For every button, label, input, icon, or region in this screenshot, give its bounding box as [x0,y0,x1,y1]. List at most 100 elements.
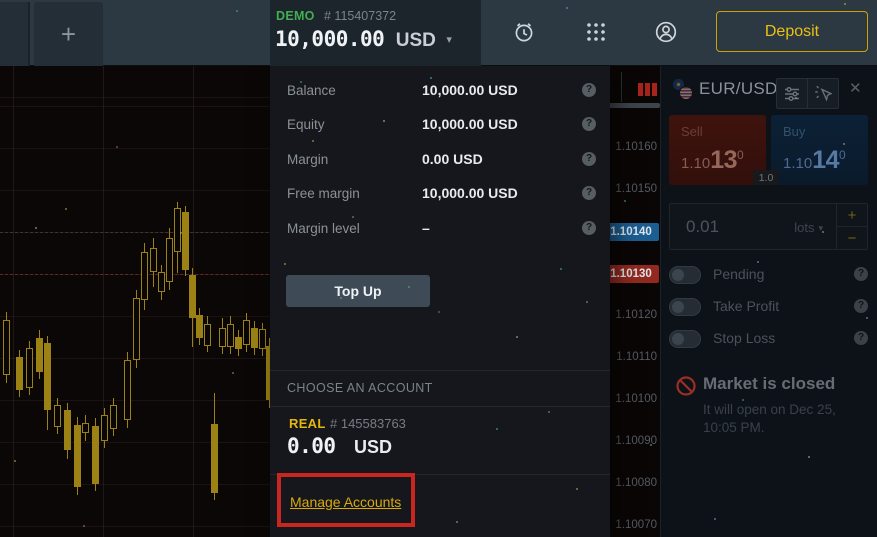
spread-badge: 1.0 [753,170,779,185]
margin-level-label: Margin level [287,221,360,236]
take-profit-row: Take Profit ? [661,297,877,317]
take-profit-toggle[interactable] [669,298,701,316]
balance-row: Balance 10,000.00 USD ? [270,82,610,100]
one-click-cursor-icon [815,85,832,102]
help-icon[interactable]: ? [582,186,596,200]
real-account-type: REAL [289,416,326,431]
pending-toggle[interactable] [669,266,701,284]
chevron-down-icon: ▾ [818,223,823,233]
real-account-number: # 145583763 [330,416,406,431]
eurusd-flag-icon [673,79,695,101]
divider [270,370,610,371]
eu-flag-icon [673,79,684,90]
bid-price-badge: 1.10130 [603,265,659,283]
order-settings-button[interactable] [777,79,807,108]
sell-label: Sell [681,124,703,139]
prohibition-icon [676,376,696,396]
equity-row: Equity 10,000.00 USD ? [270,116,610,134]
stop-loss-row: Stop Loss ? [661,329,877,349]
help-icon[interactable]: ? [582,83,596,97]
axis-tick: 1.10070 [615,519,657,531]
balance-label: Balance [287,83,336,98]
real-account-balance: 0.00 [287,434,336,458]
choose-account-header: CHOOSE AN ACCOUNT [287,381,433,395]
account-balance: 10,000.00 [275,27,385,51]
toggle-knob [672,333,684,345]
us-flag-icon [679,86,693,100]
free-margin-label: Free margin [287,186,360,201]
user-profile-icon [655,21,677,43]
balance-value: 10,000.00 USD [422,82,518,98]
margin-label: Margin [287,152,329,167]
top-up-button[interactable]: Top Up [286,275,430,307]
axis-tick: 1.10160 [615,141,657,153]
help-icon[interactable]: ? [582,221,596,235]
free-margin-row: Free margin 10,000.00 USD ? [270,185,610,203]
buy-button[interactable]: Buy 1.10140 [771,115,868,185]
panel-toolbar [776,78,839,109]
help-icon[interactable]: ? [582,117,596,131]
help-icon[interactable]: ? [854,267,868,281]
price-axis[interactable]: 1.10160 1.10150 1.10140 1.10130 1.10120 … [600,66,662,537]
buy-label: Buy [783,124,806,139]
divider [270,406,610,407]
ask-price-badge: 1.10140 [603,223,659,241]
chevron-down-icon: ▾ [446,34,452,46]
account-number: # 115407372 [324,9,397,23]
volume-input[interactable]: 0.01 [686,217,720,236]
top-bar: + DEMO # 115407372 10,000.00 USD ▾ [0,0,877,66]
margin-row: Margin 0.00 USD ? [270,151,610,169]
alerts-button[interactable] [505,13,543,51]
volume-row: 0.01 lots ▾ + − [669,203,868,250]
divider [270,474,610,475]
alarm-clock-icon [515,23,533,42]
axis-tick: 1.10110 [616,351,657,363]
one-click-trading-button[interactable] [807,79,838,108]
profile-button[interactable] [647,13,685,51]
axis-scrollbar-thumb[interactable] [606,103,660,108]
volume-increase-button[interactable]: + [837,204,867,227]
buy-price: 1.10140 [783,146,846,174]
toggle-knob [672,301,684,313]
close-icon[interactable]: ✕ [849,80,862,97]
grid-apps-icon [587,23,605,41]
order-panel-header: EUR/USD ✕ [661,66,877,111]
chart-tab[interactable] [0,2,30,66]
sell-button[interactable]: Sell 1.10130 [669,115,766,185]
apps-button[interactable] [577,13,615,51]
help-icon[interactable]: ? [854,331,868,345]
help-icon[interactable]: ? [582,152,596,166]
account-switcher[interactable]: DEMO # 115407372 10,000.00 USD ▾ [270,0,481,66]
real-account-item[interactable]: REAL # 145583763 0.00 USD [270,412,610,474]
toggle-knob [672,269,684,281]
pending-label: Pending [713,266,765,282]
manage-accounts-link[interactable]: Manage Accounts [290,494,402,510]
stop-loss-toggle[interactable] [669,330,701,348]
deposit-button[interactable]: Deposit [716,11,868,52]
equity-value: 10,000.00 USD [422,116,518,132]
volume-steppers: + − [836,204,867,249]
market-closed-title: Market is closed [703,374,836,393]
new-chart-tab-button[interactable]: + [34,2,103,66]
pending-row: Pending ? [661,265,877,285]
account-currency: USD [395,30,436,51]
free-margin-value: 10,000.00 USD [422,185,518,201]
axis-tick: 1.10100 [615,393,657,405]
symbol-title: EUR/USD [699,79,778,98]
sliders-icon [785,86,799,101]
margin-level-value: – [422,220,430,236]
order-panel: EUR/USD ✕ Sell 1.10130 [660,66,877,537]
market-closed-subtitle: It will open on Dec 25, 10:05 PM. [703,402,836,436]
equity-label: Equity [287,117,325,132]
real-account-currency: USD [354,437,393,457]
help-icon[interactable]: ? [854,299,868,313]
volume-decrease-button[interactable]: − [847,229,857,247]
account-menu: Balance 10,000.00 USD ? Equity 10,000.00… [270,66,610,537]
sell-price: 1.10130 [681,146,744,174]
volume-unit-dropdown[interactable]: lots ▾ [794,220,823,235]
axis-tick: 1.10150 [615,183,657,195]
volume-bars-icon[interactable] [638,81,658,96]
margin-level-row: Margin level – ? [270,220,610,238]
axis-divider [621,72,622,102]
